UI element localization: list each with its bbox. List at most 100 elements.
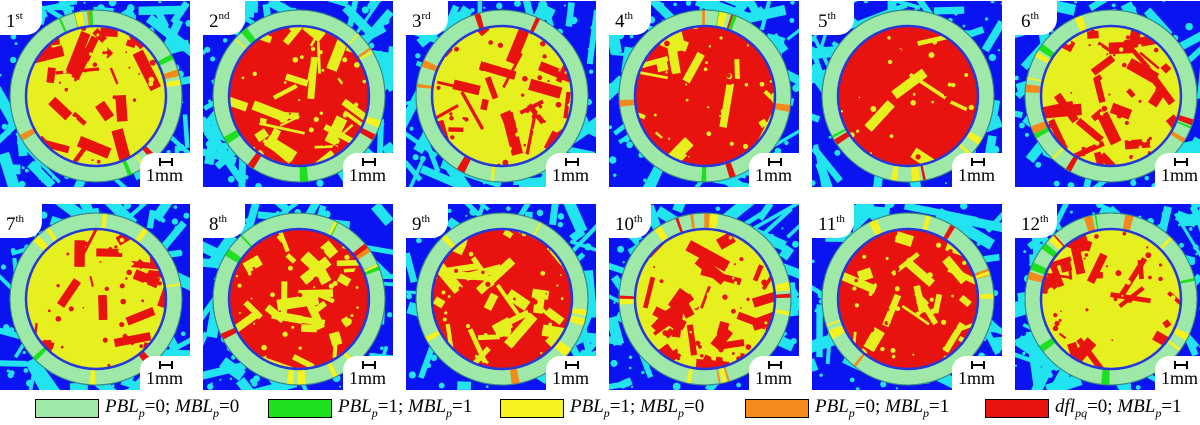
panel-number-tag: 4th [609, 1, 651, 35]
scale-label: 1mm [552, 165, 590, 185]
scan-panel-4: 4th 1mm [609, 1, 799, 187]
scale-label: 1mm [958, 165, 996, 185]
scale-label: 1mm [755, 368, 793, 388]
legend-var: MBL [640, 395, 679, 417]
panel-number: 3rd [412, 5, 431, 33]
scale-label: 1mm [755, 165, 793, 185]
legend-subscript: p [1155, 405, 1162, 420]
scan-image [406, 1, 596, 187]
scan-panel-6: 6th 1mm [1015, 1, 1200, 187]
legend-item-pbl0-mbl0: PBLp=0; MBLp=0 [35, 396, 239, 420]
legend-label: dflpq=0; MBLp=1 [1055, 396, 1182, 421]
scale-bar-icon [362, 158, 376, 166]
legend-value: =0; [854, 395, 886, 417]
scale-label: 1mm [1161, 165, 1199, 185]
legend-var: PBL [815, 395, 849, 417]
panel-number: 10th [615, 208, 643, 236]
legend-var: PBL [105, 395, 139, 417]
scale-bar-icon [565, 361, 579, 369]
legend: PBLp=0; MBLp=0 PBLp=1; MBLp=1 PBLp=1; MBLp… [0, 393, 1200, 423]
legend-subscript: p [371, 405, 378, 420]
panel-number-suffix: rd [421, 10, 431, 22]
legend-label: PBLp=0; MBLp=1 [815, 396, 949, 421]
panel-number-tag: 1st [0, 1, 42, 35]
panel-number-suffix: th [218, 213, 228, 225]
panel-number: 12th [1021, 208, 1049, 236]
legend-var: MBL [175, 395, 214, 417]
scale-bar-box: 1mm [1155, 356, 1200, 390]
legend-subscript: p [603, 405, 610, 420]
legend-swatch [500, 398, 564, 418]
scale-label: 1mm [1161, 368, 1199, 388]
panel-number-suffix: th [1040, 213, 1049, 225]
panel-number-value: 8 [209, 214, 219, 235]
scan-panel-11: 11th 1mm [812, 204, 1002, 390]
legend-value: =0 [684, 395, 705, 417]
scale-bar-box: 1mm [1155, 153, 1200, 187]
panel-number-tag: 5th [812, 1, 854, 35]
scale-label: 1mm [958, 368, 996, 388]
panel-number-value: 9 [412, 214, 422, 235]
scan-image [812, 204, 1002, 390]
panel-number-value: 4 [615, 11, 625, 32]
legend-item-pbl0-mbl1: PBLp=0; MBLp=1 [745, 396, 949, 420]
panel-number: 9th [412, 208, 430, 236]
panel-number: 2nd [209, 5, 230, 33]
panel-number-suffix: th [421, 213, 431, 225]
panel-number-suffix: th [634, 213, 643, 225]
legend-subscript: p [923, 405, 930, 420]
scan-panel-grid: 1st 1mm 2nd 1mm 3rd 1mm 4th 1mm 5th 1mm 6th 1mm 7th 1… [0, 1, 1200, 390]
panel-number-value: 12 [1021, 214, 1040, 235]
scale-bar-box: 1mm [343, 153, 393, 187]
legend-subscript: p [446, 405, 453, 420]
scale-bar-box: 1mm [343, 356, 393, 390]
scale-bar-box: 1mm [140, 153, 190, 187]
legend-swatch [268, 398, 332, 418]
scale-label: 1mm [146, 165, 184, 185]
scale-bar-icon [768, 361, 782, 369]
panel-number-value: 1 [6, 11, 16, 32]
panel-number-suffix: th [15, 213, 25, 225]
scale-label: 1mm [552, 368, 590, 388]
legend-var: PBL [338, 395, 372, 417]
scale-bar-box: 1mm [546, 356, 596, 390]
scale-bar-icon [1174, 361, 1188, 369]
scale-label: 1mm [349, 368, 387, 388]
panel-number-suffix: nd [218, 10, 230, 22]
panel-number: 4th [615, 5, 633, 33]
legend-value: =0; [144, 395, 176, 417]
legend-subscript: pq [1075, 405, 1088, 420]
scan-panel-12: 12th 1mm [1015, 204, 1200, 390]
legend-swatch [745, 398, 809, 418]
scale-bar-box: 1mm [952, 153, 1002, 187]
panel-number-value: 7 [6, 214, 16, 235]
legend-label: PBLp=1; MBLp=0 [570, 396, 704, 421]
legend-var: PBL [570, 395, 604, 417]
panel-number-value: 5 [818, 11, 828, 32]
scale-bar-box: 1mm [749, 153, 799, 187]
panel-number-tag: 8th [203, 204, 245, 238]
legend-var: MBL [885, 395, 924, 417]
scan-image [1015, 204, 1200, 390]
legend-item-dfl0-mbl1: dflpq=0; MBLp=1 [985, 396, 1182, 420]
panel-number-value: 6 [1021, 11, 1031, 32]
panel-number: 1st [6, 5, 23, 33]
panel-number-suffix: th [836, 213, 845, 225]
panel-number-tag: 10th [609, 204, 651, 238]
scan-panel-7: 7th 1mm [0, 204, 190, 390]
scan-panel-1: 1st 1mm [0, 1, 190, 187]
legend-var: MBL [1117, 395, 1156, 417]
scan-image [1015, 1, 1200, 187]
panel-number-value: 10 [615, 214, 634, 235]
scale-bar-box: 1mm [952, 356, 1002, 390]
panel-number-tag: 9th [406, 204, 448, 238]
scan-panel-8: 8th 1mm [203, 204, 393, 390]
scan-panel-10: 10th 1mm [609, 204, 799, 390]
scale-bar-icon [1174, 158, 1188, 166]
panel-number-value: 2 [209, 11, 219, 32]
panel-number-tag: 6th [1015, 1, 1057, 35]
scale-label: 1mm [349, 165, 387, 185]
scan-panel-2: 2nd 1mm [203, 1, 393, 187]
scale-bar-box: 1mm [140, 356, 190, 390]
panel-number: 8th [209, 208, 227, 236]
